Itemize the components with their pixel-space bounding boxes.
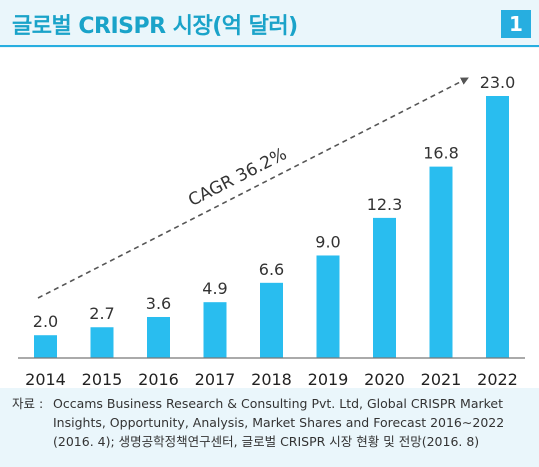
- bar-2018: [260, 282, 283, 358]
- value-label-2018: 6.6: [259, 260, 284, 279]
- x-tick-label-2022: 2022: [477, 370, 518, 389]
- value-label-2017: 4.9: [202, 279, 227, 298]
- x-tick-label-2019: 2019: [308, 370, 349, 389]
- value-label-2019: 9.0: [315, 232, 340, 251]
- bar-2021: [429, 166, 453, 358]
- bar-2022: [486, 96, 509, 358]
- bar-2020: [373, 217, 396, 358]
- header-divider: [0, 45, 539, 47]
- bar-2014: [34, 335, 57, 358]
- figure-number-badge: 1: [501, 10, 531, 38]
- x-tick-label-2017: 2017: [195, 370, 236, 389]
- x-tick-label-2021: 2021: [421, 370, 462, 389]
- bar-2015: [90, 327, 114, 358]
- bar-2016: [147, 316, 170, 358]
- source-label: 자료 :: [12, 396, 44, 411]
- x-tick-label-2018: 2018: [251, 370, 292, 389]
- x-tick-label-2015: 2015: [82, 370, 123, 389]
- value-label-2021: 16.8: [423, 144, 459, 163]
- x-tick-label-2016: 2016: [138, 370, 179, 389]
- value-label-2022: 23.0: [480, 73, 516, 92]
- bar-2019: [316, 255, 340, 358]
- value-label-2016: 3.6: [146, 294, 171, 313]
- value-label-2014: 2.0: [33, 312, 58, 331]
- x-tick-label-2020: 2020: [364, 370, 405, 389]
- bar-2017: [203, 302, 227, 358]
- value-label-2020: 12.3: [367, 195, 403, 214]
- cagr-trend-arrow: [37, 77, 469, 299]
- chart-title: 글로벌 CRISPR 시장(억 달러): [12, 14, 298, 39]
- x-tick-label-2014: 2014: [25, 370, 66, 389]
- value-label-2015: 2.7: [89, 304, 114, 323]
- source-text: Occams Business Research & Consulting Pv…: [53, 396, 505, 449]
